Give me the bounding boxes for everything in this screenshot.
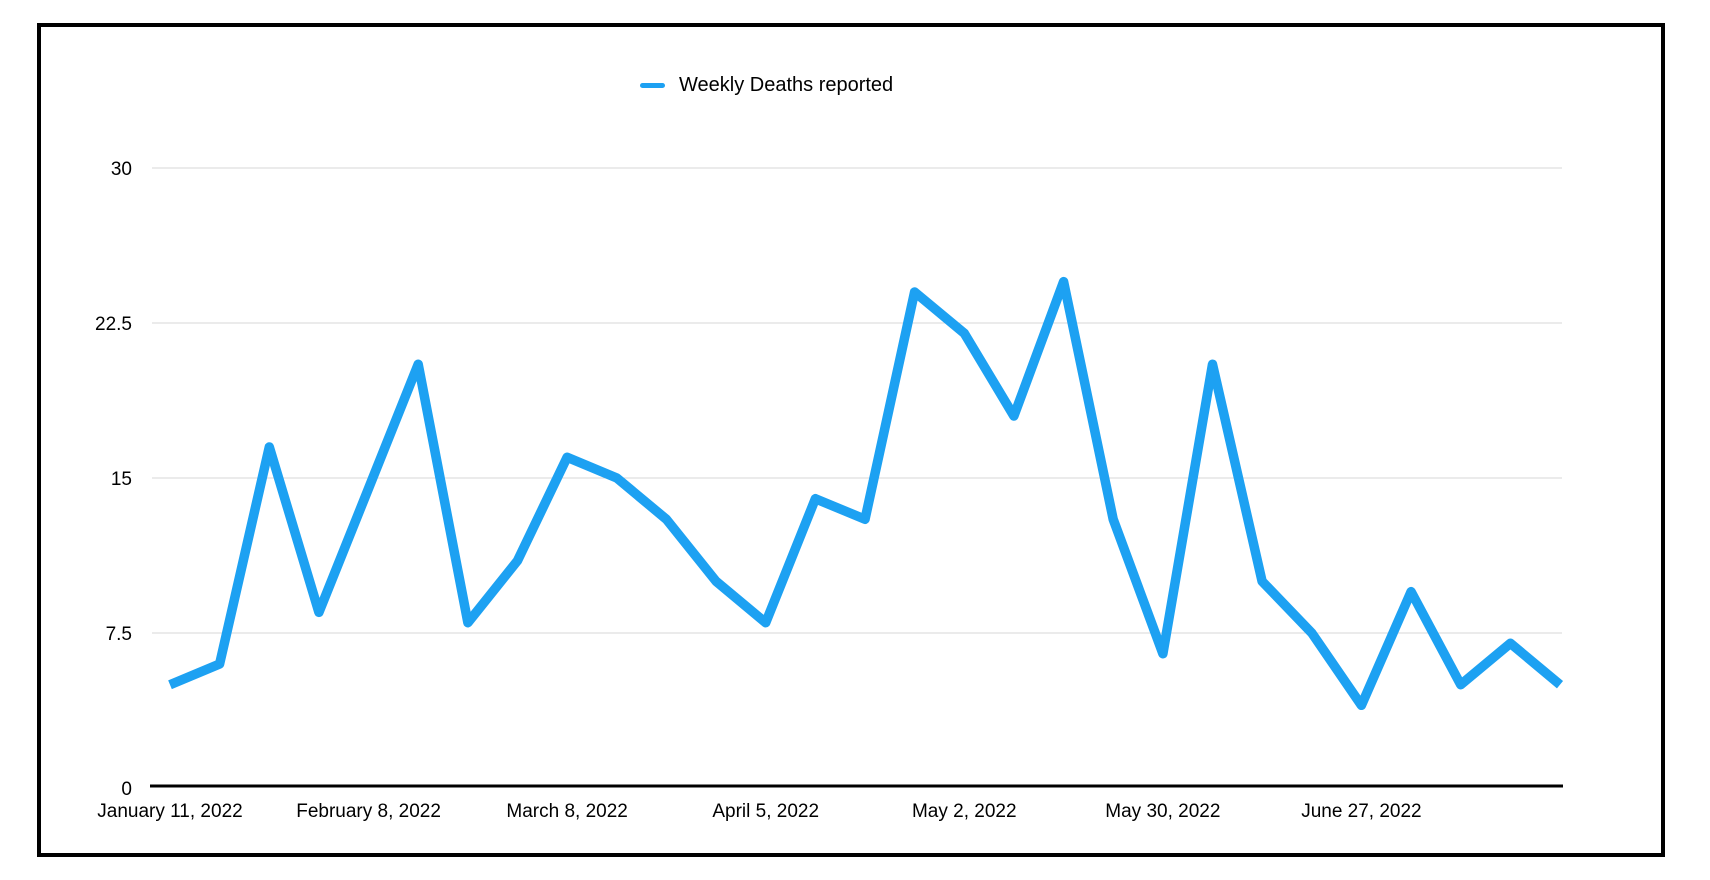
legend: Weekly Deaths reported: [640, 74, 893, 97]
series-line-weekly-deaths: [168, 276, 1564, 711]
legend-label: Weekly Deaths reported: [679, 74, 894, 96]
x-tick-label-6: May 30, 2022: [1105, 801, 1220, 822]
y-tick-label-22.5: 22.5: [95, 314, 132, 335]
chart-border-frame: [37, 23, 1665, 857]
y-tick-label-30: 30: [111, 159, 132, 180]
x-tick-label-7: June 27, 2022: [1301, 801, 1421, 822]
x-tick-label-4: April 5, 2022: [712, 801, 819, 822]
gridlines: [152, 167, 1562, 634]
x-axis-labels: January 11, 2022 February 8, 2022 March 8,…: [97, 801, 1421, 822]
x-tick-label-1: January 11, 2022: [97, 801, 242, 822]
x-tick-label-2: February 8, 2022: [296, 801, 441, 822]
y-tick-label-0: 0: [121, 779, 132, 800]
y-axis-labels: 0 7.5 15 22.5 30: [95, 159, 132, 800]
y-tick-label-15: 15: [111, 469, 132, 490]
y-tick-label-7.5: 7.5: [106, 624, 132, 645]
legend-line-swatch: [640, 83, 665, 88]
x-tick-label-3: March 8, 2022: [506, 801, 627, 822]
x-tick-label-5: May 2, 2022: [912, 801, 1017, 822]
